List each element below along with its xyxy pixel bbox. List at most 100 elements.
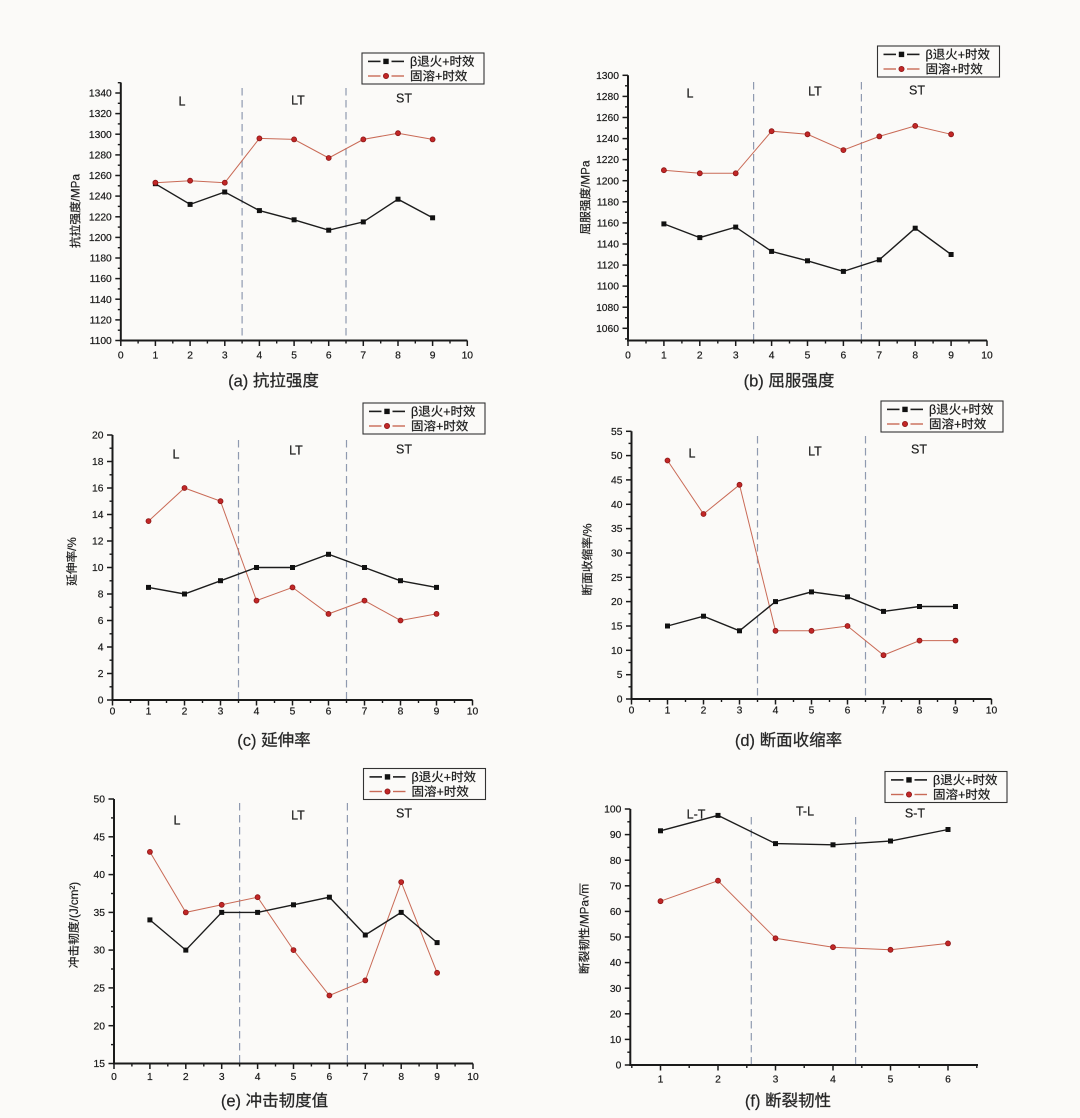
svg-text:+: + [435, 69, 442, 83]
svg-text:+: + [951, 62, 958, 76]
svg-text:8: 8 [917, 706, 923, 717]
svg-text:+: + [444, 770, 451, 784]
svg-text:9: 9 [430, 351, 436, 362]
svg-text:4: 4 [98, 643, 104, 654]
svg-text:40: 40 [610, 958, 622, 969]
svg-text:LT: LT [808, 444, 822, 458]
svg-text:70: 70 [610, 881, 622, 892]
svg-text:+: + [958, 788, 965, 802]
svg-text:16: 16 [92, 484, 104, 495]
svg-text:0: 0 [629, 706, 635, 717]
svg-text:1260: 1260 [89, 171, 112, 182]
svg-text:2: 2 [715, 1075, 721, 1086]
svg-text:1180: 1180 [90, 254, 112, 265]
svg-text:35: 35 [611, 524, 623, 535]
svg-text:+: + [961, 403, 968, 417]
svg-text:1080: 1080 [596, 303, 619, 314]
svg-text:+: + [443, 405, 450, 419]
svg-text:10: 10 [92, 563, 104, 574]
svg-text:100: 100 [604, 805, 621, 816]
svg-text:(f): (f) [745, 1092, 761, 1110]
svg-text:1: 1 [661, 351, 667, 362]
svg-text:30: 30 [610, 984, 622, 995]
svg-text:β: β [412, 770, 419, 784]
svg-text:50: 50 [611, 451, 623, 462]
svg-text:5: 5 [290, 707, 296, 718]
svg-text:1300: 1300 [89, 130, 112, 141]
svg-text:25: 25 [94, 984, 106, 995]
svg-text:4: 4 [254, 707, 260, 718]
svg-text:55: 55 [611, 427, 623, 438]
svg-text:1280: 1280 [89, 150, 112, 161]
svg-text:ST: ST [396, 442, 412, 456]
svg-text:L-T: L-T [687, 807, 706, 821]
svg-text:4: 4 [830, 1075, 836, 1086]
svg-text:4: 4 [257, 351, 263, 362]
svg-text:40: 40 [94, 870, 106, 881]
svg-text:L: L [179, 94, 186, 108]
svg-text:3: 3 [219, 1072, 225, 1083]
svg-text:2: 2 [183, 1072, 189, 1083]
svg-text:ST: ST [911, 442, 927, 456]
svg-text:7: 7 [362, 1072, 368, 1083]
svg-text:60: 60 [610, 907, 622, 918]
svg-text:L: L [173, 447, 180, 461]
svg-text:L: L [689, 446, 696, 460]
svg-text:30: 30 [94, 946, 106, 957]
svg-text:β: β [411, 405, 418, 419]
svg-text:(b): (b) [744, 372, 764, 390]
svg-text:6: 6 [326, 351, 332, 362]
svg-text:5: 5 [617, 670, 623, 681]
svg-text:1140: 1140 [597, 240, 619, 251]
svg-text:+: + [965, 773, 972, 787]
svg-text:1160: 1160 [597, 218, 619, 229]
svg-text:T-L: T-L [796, 804, 814, 818]
svg-text:4: 4 [255, 1072, 261, 1083]
svg-text:2: 2 [98, 669, 104, 680]
svg-text:1300: 1300 [596, 71, 619, 82]
svg-text:1160: 1160 [90, 274, 112, 285]
svg-text:/%: /% [581, 523, 594, 537]
svg-text:8: 8 [395, 351, 401, 362]
svg-text:β: β [926, 48, 933, 62]
svg-text:90: 90 [610, 830, 622, 841]
svg-text:1320: 1320 [89, 109, 112, 120]
svg-text:7: 7 [881, 706, 887, 717]
svg-text:6: 6 [841, 351, 847, 362]
svg-text:1: 1 [153, 351, 159, 362]
svg-text:5: 5 [291, 351, 297, 362]
svg-text:18: 18 [92, 457, 104, 468]
svg-text:50: 50 [94, 795, 106, 806]
svg-text:20: 20 [94, 1021, 106, 1032]
svg-text:1220: 1220 [89, 212, 112, 223]
svg-text:5: 5 [805, 351, 811, 362]
svg-text:15: 15 [94, 1059, 106, 1070]
svg-text:2: 2 [701, 706, 707, 717]
svg-text:5: 5 [888, 1075, 894, 1086]
svg-text:β: β [410, 55, 417, 69]
svg-text:9: 9 [434, 1072, 440, 1083]
svg-text:6: 6 [845, 706, 851, 717]
svg-text:1240: 1240 [596, 134, 619, 145]
svg-text:0: 0 [616, 1061, 622, 1072]
svg-text:2: 2 [697, 351, 703, 362]
svg-text:3: 3 [222, 351, 228, 362]
svg-text:1: 1 [146, 707, 152, 718]
svg-text:(c): (c) [237, 732, 256, 750]
svg-text:10: 10 [467, 1072, 479, 1083]
svg-text:3: 3 [773, 1075, 779, 1086]
svg-text:1140: 1140 [90, 295, 112, 306]
svg-text:9: 9 [434, 707, 440, 718]
svg-text:5: 5 [291, 1072, 297, 1083]
svg-text:LT: LT [291, 808, 305, 822]
svg-text:10: 10 [986, 706, 998, 717]
svg-text:(d): (d) [735, 732, 755, 750]
svg-text:8: 8 [912, 351, 918, 362]
svg-text:1: 1 [147, 1072, 153, 1083]
svg-text:3: 3 [733, 351, 739, 362]
svg-text:10: 10 [462, 351, 474, 362]
svg-text:1220: 1220 [596, 155, 619, 166]
svg-text:0: 0 [118, 351, 124, 362]
svg-text:2: 2 [187, 351, 193, 362]
svg-text:4: 4 [773, 706, 779, 717]
